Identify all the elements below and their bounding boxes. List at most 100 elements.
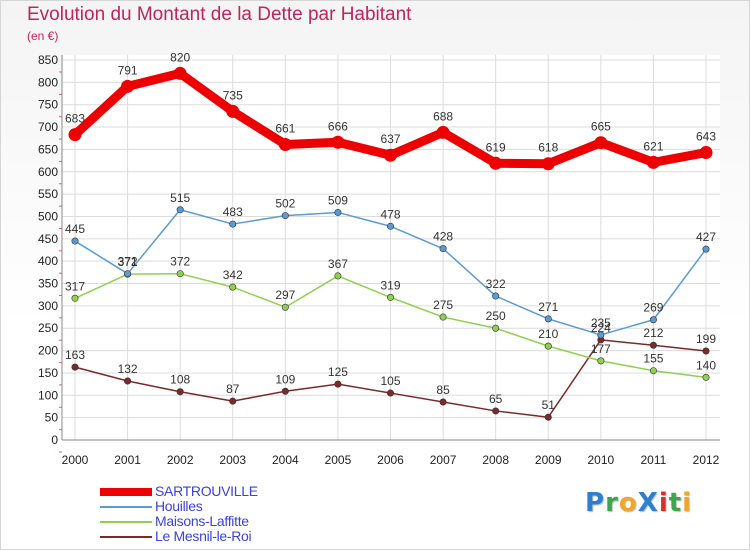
data-label-le-mesnil-le-roi: 85 [436,383,450,397]
data-point-houilles [492,292,500,300]
data-point-houilles [386,222,394,230]
x-tick-label: 2002 [167,453,194,467]
chart-subtitle: (en €) [27,29,59,43]
data-point-maisons-laffitte [229,283,237,291]
data-label-sartrouville: 683 [65,112,85,126]
y-tick-label: 400 [38,254,58,268]
data-label-le-mesnil-le-roi: 132 [118,362,138,376]
x-tick-label: 2007 [430,453,457,467]
logo-letter: r [605,488,619,518]
data-label-sartrouville: 643 [696,130,716,144]
y-tick-label: 250 [38,321,58,335]
x-tick-label: 2009 [535,453,562,467]
data-point-sartrouville [278,137,292,151]
y-tick-label: 500 [38,209,58,223]
legend-label: Le Mesnil-le-Roi [155,528,252,544]
data-point-houilles [544,315,552,323]
data-point-houilles [124,270,132,278]
data-point-le-mesnil-le-roi [71,363,79,371]
x-tick-label: 2001 [114,453,141,467]
data-label-sartrouville: 665 [591,120,611,134]
x-tick-label: 2011 [641,453,667,467]
data-point-maisons-laffitte [439,313,447,321]
data-point-sartrouville [699,146,713,160]
data-point-sartrouville [489,156,503,170]
data-point-sartrouville [226,104,240,118]
data-point-houilles [702,245,710,253]
x-tick-label: 2000 [62,453,89,467]
data-point-maisons-laffitte [281,303,289,311]
data-label-le-mesnil-le-roi: 212 [643,326,663,340]
legend-swatch [100,535,152,538]
data-point-le-mesnil-le-roi [281,387,289,395]
logo-letter: i [658,488,669,518]
legend-swatch [100,520,152,523]
y-tick-label: 800 [38,75,58,89]
x-tick-label: 2004 [272,453,299,467]
data-label-maisons-laffitte: 297 [275,288,295,302]
data-label-houilles: 428 [433,230,453,244]
data-point-houilles [71,237,79,245]
data-point-sartrouville [594,136,608,150]
data-label-sartrouville: 621 [643,139,663,153]
data-label-le-mesnil-le-roi: 109 [275,372,295,386]
data-label-maisons-laffitte: 317 [65,279,85,293]
data-point-le-mesnil-le-roi [702,347,710,355]
data-point-le-mesnil-le-roi [334,380,342,388]
data-point-sartrouville [384,148,397,162]
data-label-le-mesnil-le-roi: 224 [591,321,611,335]
y-tick-label: 350 [38,277,58,291]
data-point-le-mesnil-le-roi [229,397,237,405]
data-label-sartrouville: 820 [170,50,190,64]
legend-label: Houilles [155,498,203,514]
data-point-le-mesnil-le-roi [124,377,132,385]
data-point-houilles [176,206,184,214]
x-tick-label: 2010 [587,453,614,467]
data-label-houilles: 372 [118,255,138,269]
y-tick-label: 850 [38,53,58,67]
legend-item-le-mesnil-le-roi: Le Mesnil-le-Roi [100,529,258,544]
data-label-sartrouville: 637 [380,132,400,146]
data-label-le-mesnil-le-roi: 199 [696,332,716,346]
data-label-sartrouville: 618 [538,141,558,155]
data-label-houilles: 478 [380,207,400,221]
y-tick-label: 550 [38,187,58,201]
data-label-maisons-laffitte: 371 [118,255,138,269]
x-tick-label: 2012 [693,453,720,467]
data-label-maisons-laffitte: 177 [591,342,611,356]
data-label-houilles: 235 [591,316,611,330]
data-label-sartrouville: 661 [275,121,295,135]
data-point-maisons-laffitte [176,270,184,278]
data-point-sartrouville [173,66,187,80]
legend: SARTROUVILLE Houilles Maisons-Laffitte Le M… [100,484,258,544]
data-point-houilles [597,331,605,339]
y-tick-label: 150 [38,366,58,380]
data-labels: 163 132 108 87 109 125 105 85 65 51 224 212 199 317 37… [65,50,716,412]
data-point-le-mesnil-le-roi [439,398,447,406]
data-label-sartrouville: 791 [118,63,138,77]
logo-letter: o [618,488,638,518]
x-tick-label: 2008 [482,453,509,467]
data-label-houilles: 427 [696,230,716,244]
y-tick-label: 700 [38,120,58,134]
data-point-houilles [439,245,447,253]
data-label-le-mesnil-le-roi: 51 [542,398,556,412]
data-point-sartrouville [541,157,555,171]
data-point-le-mesnil-le-roi [492,407,500,415]
y-tick-label: 300 [38,299,58,313]
legend-item-maisons-laffitte: Maisons-Laffitte [100,514,258,529]
data-label-le-mesnil-le-roi: 108 [170,373,190,387]
data-point-maisons-laffitte [71,294,79,302]
x-tick-label: 2005 [325,453,352,467]
data-point-sartrouville [646,155,660,169]
data-point-sartrouville [121,79,135,93]
data-point-sartrouville [436,125,450,139]
y-tick-label: 600 [38,165,58,179]
data-point-houilles [229,220,237,228]
data-point-le-mesnil-le-roi [649,341,657,349]
data-label-sartrouville: 688 [433,109,453,123]
data-label-maisons-laffitte: 275 [433,298,453,312]
data-point-sartrouville [68,128,82,142]
y-tick-label: 650 [38,142,58,156]
